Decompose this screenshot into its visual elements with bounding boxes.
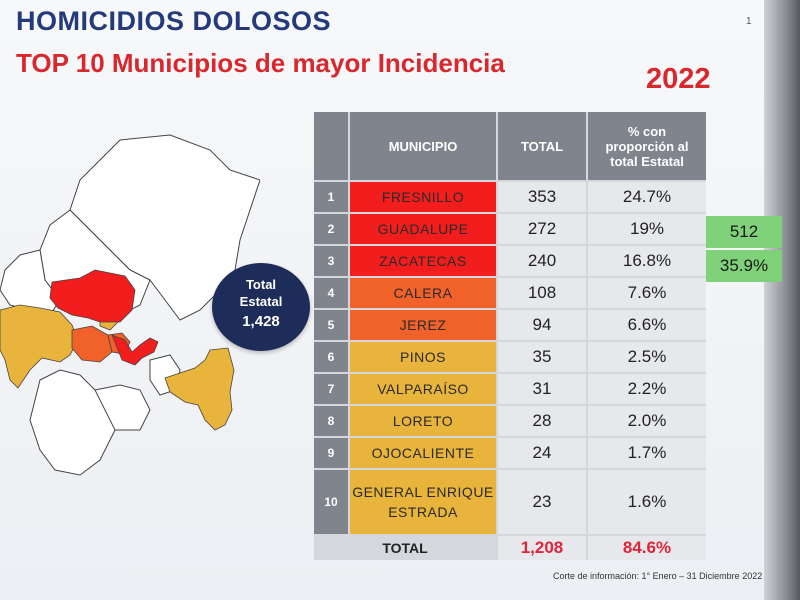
row-total: 272 bbox=[498, 214, 586, 244]
row-rank: 9 bbox=[314, 438, 348, 468]
row-pct: 7.6% bbox=[588, 278, 706, 308]
row-total: 23 bbox=[498, 470, 586, 534]
total-row-label: TOTAL bbox=[314, 536, 496, 560]
side-summary-pct: 35.9% bbox=[706, 250, 782, 282]
side-summary-value: 512 bbox=[706, 216, 782, 248]
header-total: TOTAL bbox=[498, 112, 586, 180]
header-municipio: MUNICIPIO bbox=[350, 112, 496, 180]
badge-label-line2: Estatal bbox=[239, 294, 283, 309]
row-rank: 3 bbox=[314, 246, 348, 276]
page-subtitle: TOP 10 Municipios de mayor Incidencia bbox=[16, 48, 505, 78]
screen-edge bbox=[764, 0, 800, 600]
row-total: 94 bbox=[498, 310, 586, 340]
header-rank-cell bbox=[314, 112, 348, 180]
row-municipio: CALERA bbox=[350, 278, 496, 308]
row-municipio: VALPARAÍSO bbox=[350, 374, 496, 404]
year-label: 2022 bbox=[646, 63, 711, 95]
page-title: HOMICIDIOS DOLOSOS bbox=[16, 6, 332, 36]
header-pct: % con proporción al total Estatal bbox=[588, 112, 706, 180]
row-rank: 5 bbox=[314, 310, 348, 340]
row-municipio: ZACATECAS bbox=[350, 246, 496, 276]
row-pct: 24.7% bbox=[588, 182, 706, 212]
row-rank: 4 bbox=[314, 278, 348, 308]
row-total: 353 bbox=[498, 182, 586, 212]
row-municipio: GENERAL ENRIQUE ESTRADA bbox=[350, 470, 496, 534]
row-total: 28 bbox=[498, 406, 586, 436]
row-rank: 8 bbox=[314, 406, 348, 436]
total-row-total: 1,208 bbox=[498, 536, 586, 560]
row-municipio: OJOCALIENTE bbox=[350, 438, 496, 468]
row-pct: 19% bbox=[588, 214, 706, 244]
zacatecas-map bbox=[0, 134, 260, 476]
row-pct: 1.7% bbox=[588, 438, 706, 468]
row-municipio: GUADALUPE bbox=[350, 214, 496, 244]
row-rank: 10 bbox=[314, 470, 348, 534]
row-municipio: LORETO bbox=[350, 406, 496, 436]
row-total: 108 bbox=[498, 278, 586, 308]
row-pct: 1.6% bbox=[588, 470, 706, 534]
row-pct: 16.8% bbox=[588, 246, 706, 276]
page-number: 1 bbox=[746, 16, 752, 27]
total-row-pct: 84.6% bbox=[588, 536, 706, 560]
row-rank: 2 bbox=[314, 214, 348, 244]
row-total: 24 bbox=[498, 438, 586, 468]
row-municipio: JEREZ bbox=[350, 310, 496, 340]
row-municipio: FRESNILLO bbox=[350, 182, 496, 212]
row-pct: 6.6% bbox=[588, 310, 706, 340]
ranking-table: MUNICIPIO TOTAL % con proporción al tota… bbox=[314, 112, 706, 560]
row-municipio: PINOS bbox=[350, 342, 496, 372]
badge-label-line1: Total bbox=[245, 277, 277, 292]
row-pct: 2.0% bbox=[588, 406, 706, 436]
footnote: Corte de información: 1° Enero – 31 Dici… bbox=[553, 571, 763, 581]
row-rank: 6 bbox=[314, 342, 348, 372]
row-rank: 1 bbox=[314, 182, 348, 212]
row-pct: 2.2% bbox=[588, 374, 706, 404]
row-pct: 2.5% bbox=[588, 342, 706, 372]
row-rank: 7 bbox=[314, 374, 348, 404]
row-total: 35 bbox=[498, 342, 586, 372]
total-estatal-badge: Total Estatal 1,428 bbox=[212, 263, 310, 351]
row-total: 240 bbox=[498, 246, 586, 276]
row-total: 31 bbox=[498, 374, 586, 404]
badge-value: 1,428 bbox=[242, 313, 280, 330]
